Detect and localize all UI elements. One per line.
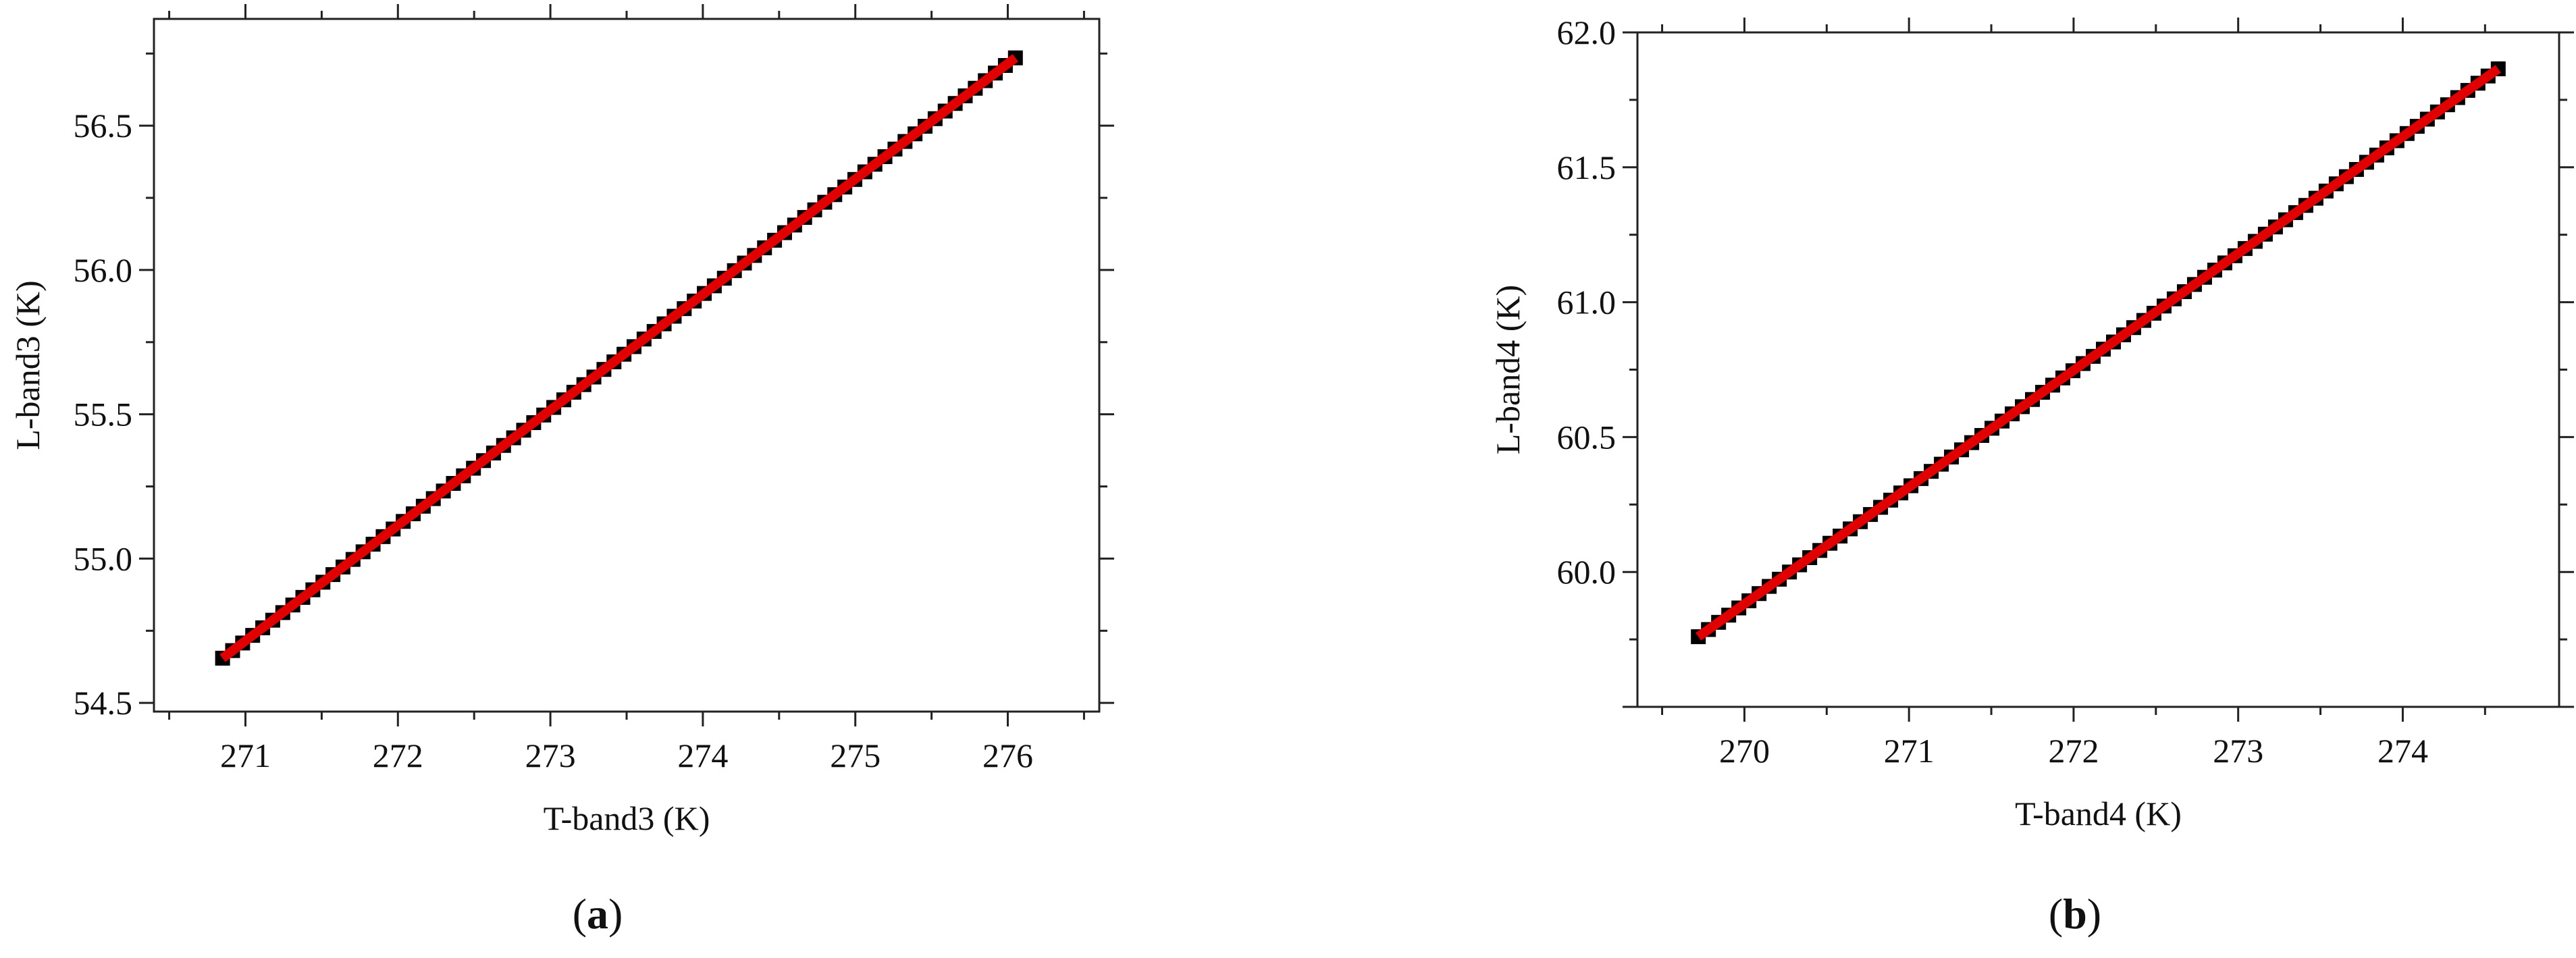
panel-label: (a) xyxy=(573,890,623,938)
chart-panel-a: 271 272 273 274 275 276 54.5 55.0 55.5 56.0 56.5 T-… xyxy=(9,4,1114,938)
x-tick-label: 275 xyxy=(830,737,880,774)
x-axis-title: T-band3 (K) xyxy=(544,799,710,837)
y-tick-label: 56.0 xyxy=(74,251,133,289)
x-tick-label: 271 xyxy=(1884,732,1935,770)
x-tick-label: 271 xyxy=(220,737,271,774)
y-tick-label: 61.5 xyxy=(1557,149,1616,186)
y-tick-label: 62.0 xyxy=(1557,14,1616,51)
x-tick-label: 270 xyxy=(1719,732,1770,770)
chart-panel-b: 270 271 272 273 274 60.0 60.5 61.0 61.5 62.0 T-ban… xyxy=(1489,14,2574,938)
y-tick-label: 55.5 xyxy=(74,396,133,433)
fit-line xyxy=(1696,65,2501,641)
x-tick-label: 276 xyxy=(982,737,1033,774)
x-tick-label: 273 xyxy=(525,737,576,774)
y-tick-label: 61.0 xyxy=(1557,284,1616,321)
y-tick-label: 54.5 xyxy=(74,684,133,722)
y-tick-label: 55.0 xyxy=(74,539,133,577)
x-tick-label: 272 xyxy=(2048,732,2099,770)
panel-letter: a xyxy=(587,890,608,938)
panel-letter: b xyxy=(2063,890,2087,938)
x-tick-label: 274 xyxy=(2377,732,2428,770)
panel-label: (b) xyxy=(2049,890,2101,938)
x-axis-title: T-band4 (K) xyxy=(2015,795,2182,832)
x-tick-label: 274 xyxy=(677,737,728,774)
y-axis-title: L-band4 (K) xyxy=(1489,285,1527,454)
y-tick-label: 60.5 xyxy=(1557,418,1616,456)
y-tick-label: 60.0 xyxy=(1557,553,1616,591)
fit-line xyxy=(219,54,1019,662)
y-tick-label: 56.5 xyxy=(74,107,133,144)
x-tick-label: 273 xyxy=(2213,732,2263,770)
y-axis-title: L-band3 (K) xyxy=(9,280,47,450)
x-tick-label: 272 xyxy=(373,737,423,774)
